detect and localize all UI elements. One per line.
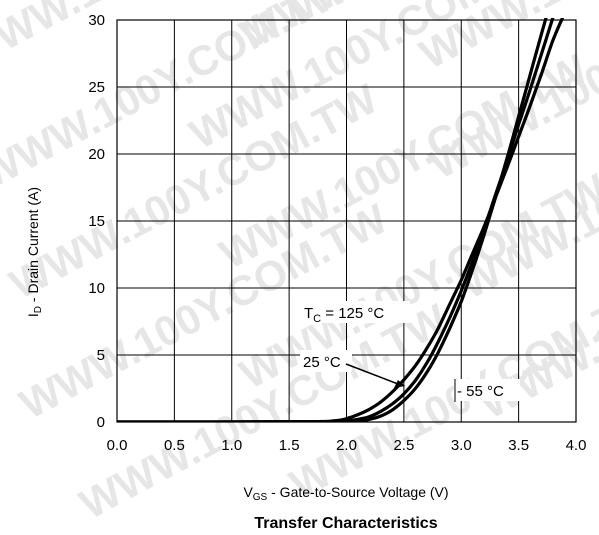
x-tick-label: 0.0: [107, 437, 128, 454]
x-tick-label: 1.5: [279, 437, 300, 454]
plot-frame: [116, 19, 577, 423]
y-tick-label: 30: [88, 12, 105, 29]
y-tick-label: 25: [88, 79, 105, 96]
y-tick-label: 10: [88, 280, 105, 297]
y-axis-title: ID - Drain Current (A): [25, 187, 44, 317]
series-line-2: [117, 18, 548, 422]
x-tick-label: 3.5: [508, 437, 529, 454]
x-tick-label: 0.5: [164, 437, 185, 454]
x-tick-labels: 0.0 0.5 1.0 1.5 2.0 2.5 3.0 3.5 4.0: [107, 437, 587, 454]
y-tick-labels: 0 5 10 15 20 25 30: [88, 12, 105, 431]
x-axis-title: VGS - Gate-to-Source Voltage (V): [243, 484, 448, 503]
annotation-minus-55c: - 55 °C: [457, 383, 504, 400]
y-tick-label: 20: [88, 146, 105, 163]
series-line-0: [117, 18, 565, 422]
annotation-bg-25: [300, 350, 352, 372]
annotations: TC = 125 °C 25 °C - 55 °C: [300, 301, 520, 402]
x-tick-label: 3.0: [451, 437, 472, 454]
x-tick-label: 1.0: [221, 437, 242, 454]
y-tick-label: 5: [97, 347, 105, 364]
annotation-arrowhead-25c: [394, 380, 405, 388]
y-tick-label: 15: [88, 213, 105, 230]
x-tick-label: 2.5: [393, 437, 414, 454]
series-line-1: [117, 18, 555, 422]
annotation-tc-125: TC = 125 °C: [304, 305, 384, 325]
x-tick-label: 4.0: [566, 437, 587, 454]
series-lines: [117, 18, 565, 422]
chart-title: Transfer Characteristics: [254, 515, 437, 532]
y-tick-label: 0: [97, 414, 105, 431]
x-tick-label: 2.0: [336, 437, 357, 454]
annotation-bg-m55: [454, 379, 520, 401]
annotation-arrow-25c: [345, 363, 399, 385]
annotation-bg-125: [300, 301, 410, 323]
annotation-25c: 25 °C: [303, 354, 341, 371]
